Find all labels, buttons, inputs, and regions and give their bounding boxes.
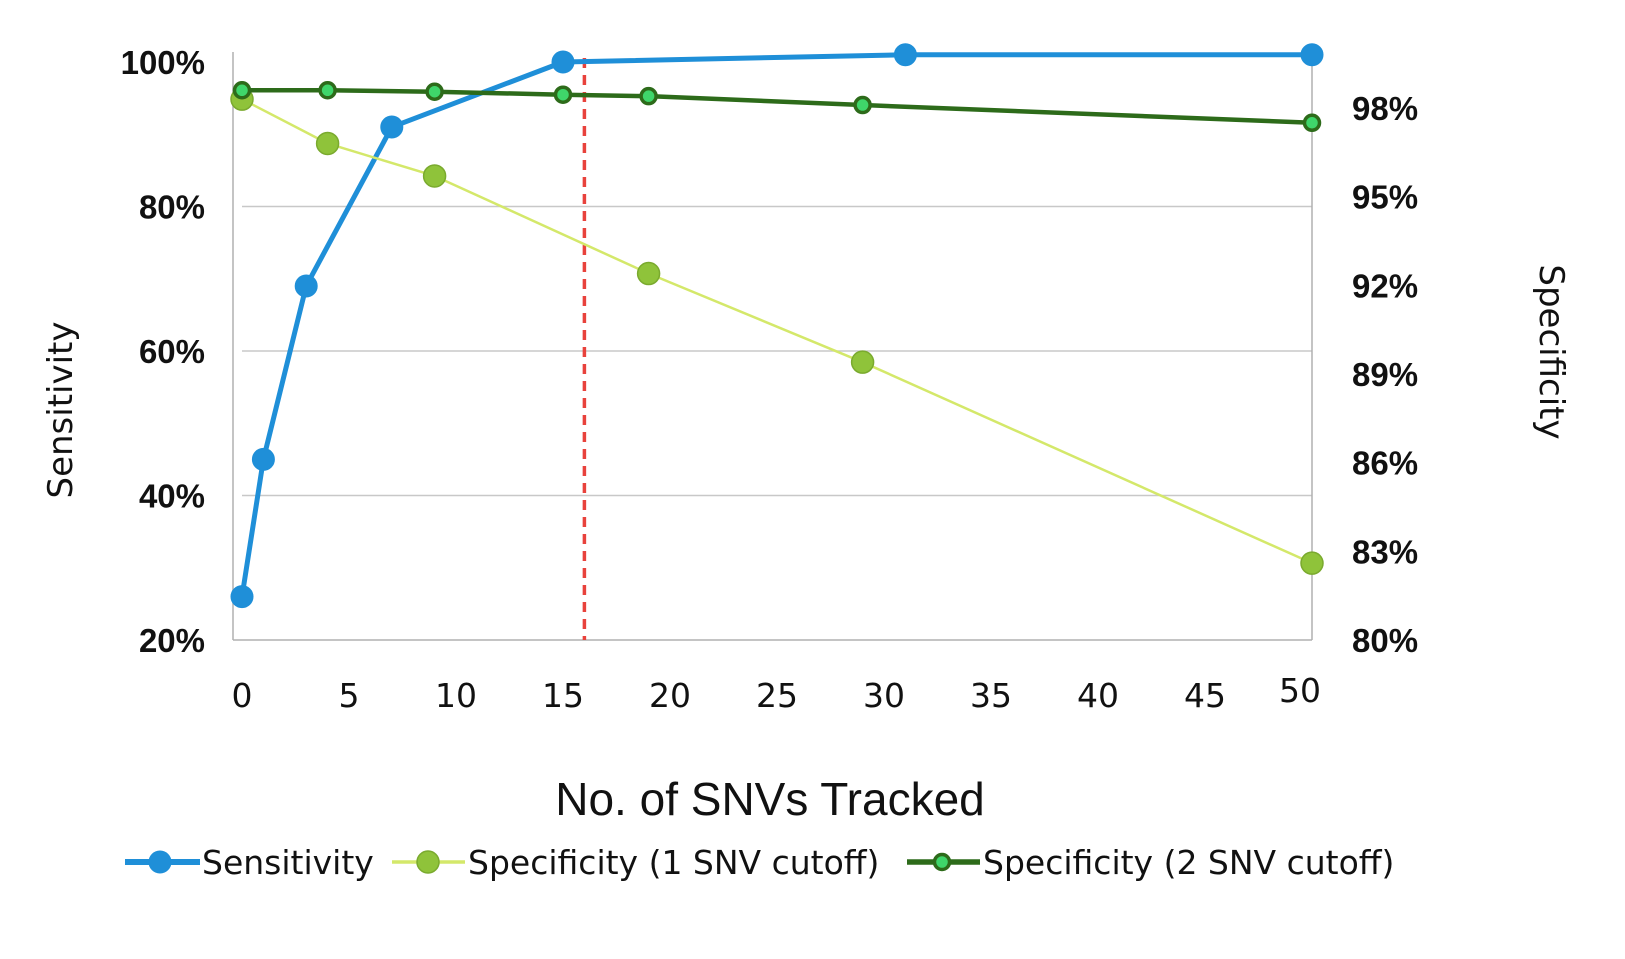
y-left-tick-label: 80%	[139, 189, 205, 226]
x-tick-label: 40	[1077, 676, 1119, 715]
y-right-tick-label: 89%	[1352, 356, 1418, 393]
legend-swatch-marker	[148, 850, 172, 874]
y-right-tick-label: 86%	[1352, 445, 1418, 482]
x-tick-label: 25	[756, 676, 798, 715]
legend-swatch-marker	[416, 850, 440, 874]
axes	[232, 52, 1313, 641]
legend: Sensitivity Specificity (1 SNV cutoff) Spe…	[125, 843, 1394, 882]
data-point	[893, 43, 917, 67]
y-right-tick-label: 83%	[1352, 533, 1418, 570]
data-point	[422, 164, 447, 188]
x-tick-label: 5	[339, 676, 360, 715]
data-point	[232, 81, 252, 100]
series-group	[230, 43, 1324, 609]
data-point	[1300, 43, 1324, 67]
data-point	[380, 115, 404, 139]
legend-label: Sensitivity	[202, 843, 374, 882]
x-tick-label: 35	[970, 676, 1012, 715]
x-tick-label: 20	[649, 676, 691, 715]
x-axis-ticks: 0 5 10 15 20 25 30 35 40 45 50	[232, 671, 1322, 715]
x-tick-label: 50	[1279, 671, 1321, 710]
x-tick-label: 10	[435, 676, 477, 715]
x-tick-label: 45	[1184, 676, 1226, 715]
y-right-tick-label: 80%	[1352, 622, 1418, 659]
y-axis-left-title: Sensitivity	[41, 321, 81, 498]
y-left-tick-label: 60%	[139, 333, 205, 370]
data-point	[318, 81, 337, 100]
data-point	[1300, 551, 1324, 575]
data-point	[294, 274, 318, 298]
x-tick-label: 0	[232, 676, 253, 715]
y-axis-right-ticks: 98% 95% 92% 89% 86% 83% 80%	[1352, 90, 1418, 659]
data-point	[230, 585, 254, 609]
data-point	[251, 447, 275, 471]
series-line	[242, 88, 1313, 126]
data-point	[425, 82, 444, 101]
grid-lines	[242, 205, 1312, 497]
x-axis-title: No. of SNVs Tracked	[555, 773, 985, 825]
y-left-tick-label: 20%	[139, 622, 205, 659]
legend-swatch-marker	[932, 852, 952, 872]
data-point	[850, 350, 875, 374]
data-point	[639, 86, 658, 106]
y-axis-left-ticks: 100% 80% 60% 40% 20%	[121, 44, 205, 659]
data-point	[315, 131, 340, 156]
series-line	[241, 98, 1313, 565]
y-right-tick-label: 92%	[1352, 267, 1418, 304]
legend-label: Specificity (2 SNV cutoff)	[983, 843, 1394, 882]
y-right-tick-label: 98%	[1352, 90, 1418, 127]
x-tick-label: 15	[542, 676, 584, 715]
data-point	[1302, 113, 1322, 133]
data-point	[551, 50, 575, 74]
data-point	[553, 85, 573, 104]
y-left-tick-label: 40%	[139, 478, 205, 515]
y-right-tick-label: 95%	[1352, 179, 1418, 216]
x-tick-label: 30	[863, 676, 905, 715]
data-point	[853, 95, 872, 115]
y-left-tick-label: 100%	[121, 44, 205, 81]
legend-label: Specificity (1 SNV cutoff)	[468, 843, 879, 882]
y-axis-right-title: Specificity	[1531, 264, 1571, 439]
data-point	[636, 261, 661, 286]
